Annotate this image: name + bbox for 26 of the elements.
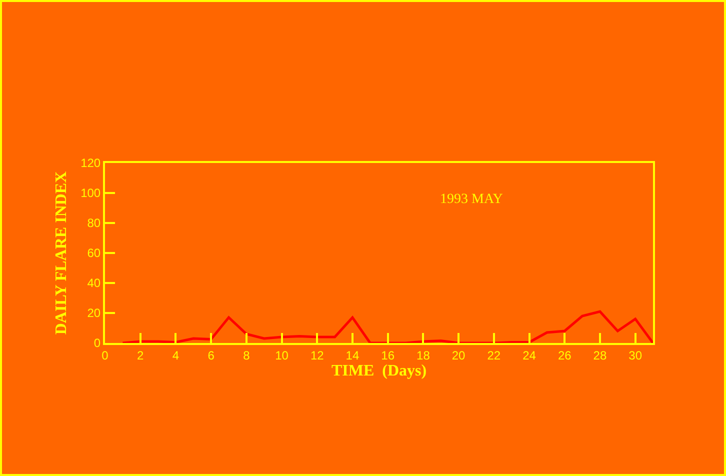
x-tick-label: 26 xyxy=(558,348,572,362)
x-tick-label: 14 xyxy=(346,348,360,362)
x-tick-label: 22 xyxy=(487,348,501,362)
y-tick-label: 20 xyxy=(87,306,101,320)
y-tick-label: 80 xyxy=(87,216,101,230)
annotation: 1993 MAY xyxy=(440,192,503,207)
x-tick-label: 12 xyxy=(310,348,324,362)
x-tick-label: 30 xyxy=(628,348,642,362)
x-tick-label: 6 xyxy=(208,348,215,362)
x-tick-label: 2 xyxy=(137,348,144,362)
line-series xyxy=(121,310,653,343)
x-tick-label: 24 xyxy=(522,348,536,362)
y-tick-label: 40 xyxy=(87,276,101,290)
x-tick-label: 20 xyxy=(452,348,466,362)
y-tick-label: 120 xyxy=(80,156,101,170)
y-tick-label: 60 xyxy=(87,246,101,260)
y-axis-title: DAILY FLARE INDEX xyxy=(52,170,70,335)
y-tick-label: 0 xyxy=(94,336,101,350)
x-tick-label: 28 xyxy=(593,348,607,362)
x-tick-label: 18 xyxy=(416,348,430,362)
x-tick-label: 4 xyxy=(172,348,180,362)
x-tick-label: 8 xyxy=(243,348,250,362)
y-tick-label: 100 xyxy=(80,186,101,200)
x-axis-title: TIME (Days) xyxy=(331,362,427,380)
x-tick-label: 10 xyxy=(275,348,289,362)
x-tick-label: 16 xyxy=(381,348,395,362)
